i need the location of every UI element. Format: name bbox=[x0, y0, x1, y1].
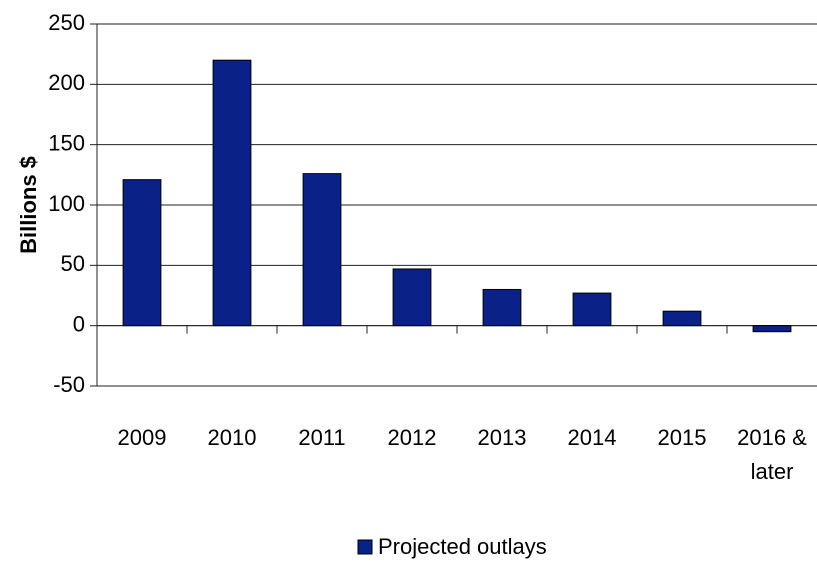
x-tick-label: 2013 bbox=[477, 425, 527, 450]
y-tick-label: 0 bbox=[73, 311, 85, 336]
x-tick-label: 2015 bbox=[657, 425, 707, 450]
bar bbox=[392, 268, 432, 327]
bar bbox=[212, 59, 252, 327]
x-tick-label: 2012 bbox=[387, 425, 437, 450]
x-tick-label: 2010 bbox=[207, 425, 257, 450]
y-tick-label: -50 bbox=[53, 372, 85, 397]
x-tick-label: 2011 bbox=[298, 425, 346, 450]
y-tick-label: 150 bbox=[48, 130, 85, 155]
y-tick-label: 100 bbox=[48, 191, 85, 216]
y-axis-label: Billions $ bbox=[16, 156, 41, 254]
bar bbox=[302, 173, 342, 327]
x-tick-label: 2009 bbox=[117, 425, 167, 450]
y-tick-label: 250 bbox=[48, 10, 85, 35]
bar bbox=[122, 179, 162, 327]
legend-label: Projected outlays bbox=[378, 534, 547, 559]
y-tick-label: 200 bbox=[48, 70, 85, 95]
y-tick-label: 50 bbox=[61, 251, 85, 276]
x-tick-label: 2016 & later bbox=[737, 425, 807, 484]
bar bbox=[572, 292, 612, 327]
x-tick-label: 2014 bbox=[567, 425, 617, 450]
bar bbox=[482, 288, 522, 327]
legend-swatch bbox=[357, 539, 373, 555]
bar bbox=[662, 310, 702, 327]
bar bbox=[752, 325, 792, 333]
